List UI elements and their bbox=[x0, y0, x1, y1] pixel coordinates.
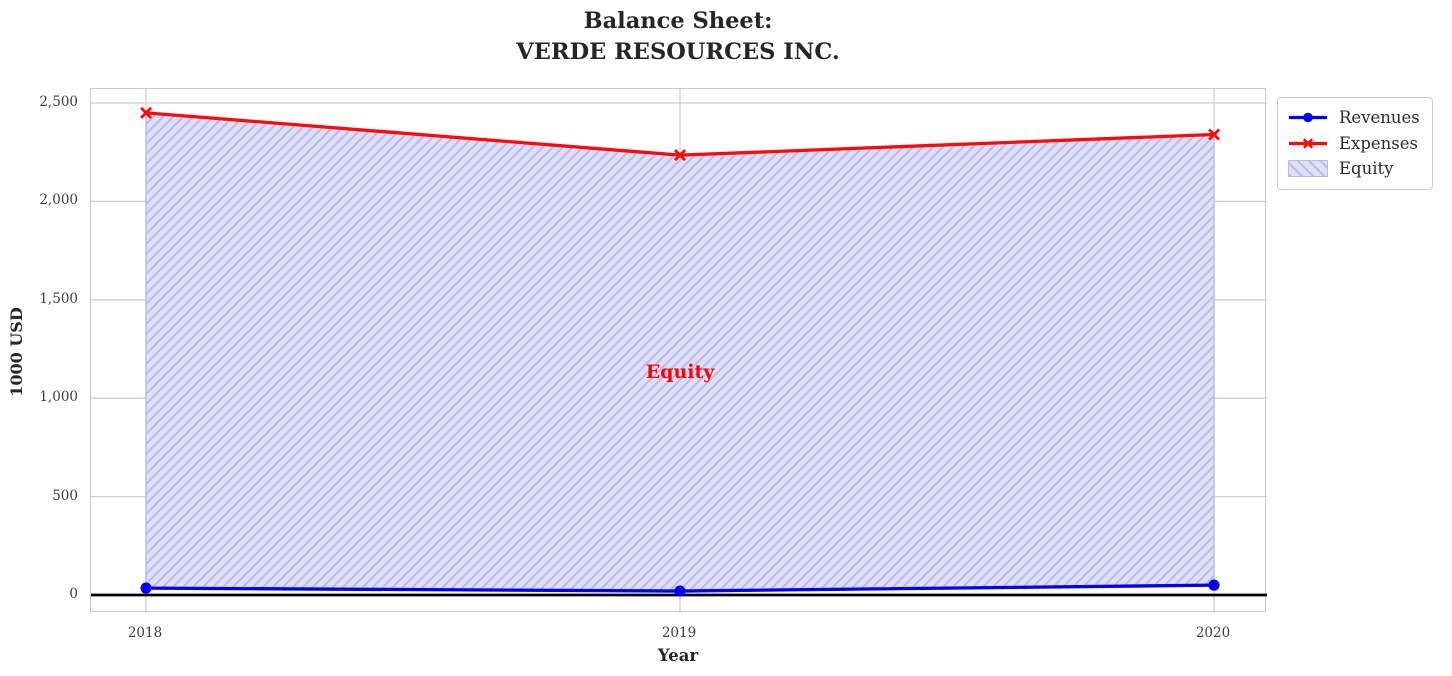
legend-label-equity: Equity bbox=[1339, 159, 1394, 179]
revenues-marker bbox=[1208, 579, 1220, 591]
chart-title-line2: VERDE RESOURCES INC. bbox=[516, 39, 840, 65]
revenues-marker bbox=[674, 585, 686, 597]
chart-title: Balance Sheet: VERDE RESOURCES INC. bbox=[90, 6, 1266, 68]
revenues-line-icon bbox=[1288, 110, 1328, 125]
x-tick-label: 2018 bbox=[127, 625, 163, 641]
revenues-marker bbox=[140, 582, 152, 594]
legend-row-equity: Equity bbox=[1288, 156, 1420, 182]
legend-label-expenses: Expenses bbox=[1339, 133, 1419, 153]
x-tick-label: 2019 bbox=[661, 625, 697, 641]
legend: Revenues Expenses Equity bbox=[1277, 97, 1433, 190]
y-tick-label: 0 bbox=[69, 586, 78, 602]
expenses-line-icon bbox=[1288, 136, 1328, 151]
y-tick-label: 1,000 bbox=[39, 389, 78, 406]
plot-svg bbox=[91, 89, 1267, 613]
chart-title-line1: Balance Sheet: bbox=[583, 8, 773, 34]
x-axis-label: Year bbox=[657, 646, 699, 665]
equity-area-annotation: Equity bbox=[645, 361, 715, 383]
legend-row-expenses: Expenses bbox=[1288, 131, 1420, 157]
x-tick-label: 2020 bbox=[1195, 625, 1231, 641]
legend-label-revenues: Revenues bbox=[1339, 108, 1420, 128]
equity-hatch-icon bbox=[1288, 160, 1328, 178]
y-tick-label: 500 bbox=[52, 487, 78, 504]
legend-row-revenues: Revenues bbox=[1288, 105, 1420, 131]
y-tick-label: 2,000 bbox=[39, 192, 78, 209]
y-tick-label: 2,500 bbox=[39, 94, 78, 110]
plot-area bbox=[90, 88, 1267, 613]
expenses-marker bbox=[1208, 128, 1220, 141]
y-axis-label: 1000 USD bbox=[7, 307, 26, 397]
expenses-marker bbox=[140, 106, 152, 119]
y-tick-label: 1,500 bbox=[39, 290, 78, 307]
expenses-marker bbox=[674, 149, 686, 162]
equity-area bbox=[145, 112, 1215, 592]
